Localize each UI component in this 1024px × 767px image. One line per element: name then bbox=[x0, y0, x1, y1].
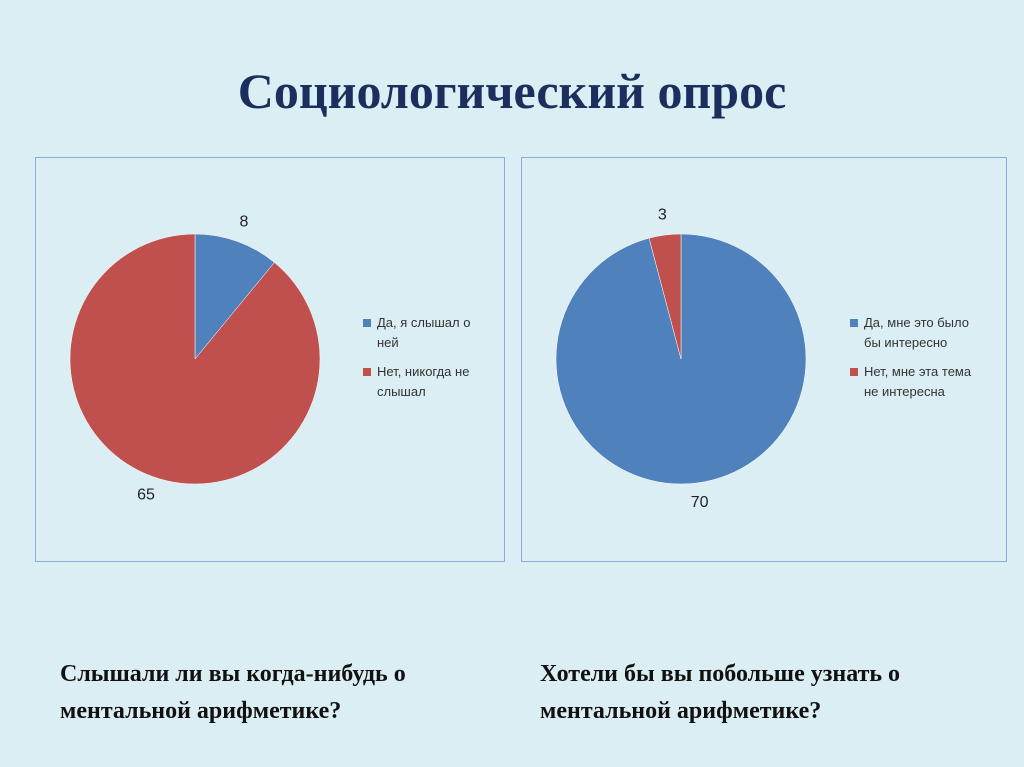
legend: Да, я слышал о ней Нет, никогда не слышал bbox=[363, 313, 493, 411]
pie-slice bbox=[648, 233, 682, 360]
data-label: 3 bbox=[658, 206, 667, 223]
legend-entry: Нет, никогда не слышал bbox=[363, 362, 493, 402]
slide-title: Социологический опрос bbox=[237, 63, 787, 119]
legend-entry: Да, мне это было бы интересно bbox=[850, 313, 980, 353]
legend-swatch bbox=[850, 368, 858, 376]
data-label: 70 bbox=[691, 494, 709, 511]
data-label: 8 bbox=[239, 214, 248, 231]
legend-label: Да, мне это было бы интересно bbox=[864, 315, 969, 350]
legend-entry: Нет, мне эта тема не интересна bbox=[850, 362, 980, 402]
legend-label: Нет, никогда не слышал bbox=[377, 364, 470, 399]
legend-swatch bbox=[363, 368, 371, 376]
legend: Да, мне это было бы интересно Нет, мне эт… bbox=[850, 313, 980, 411]
chart-frame bbox=[521, 157, 1007, 562]
pie-slice bbox=[194, 233, 275, 360]
data-label: 65 bbox=[137, 487, 155, 504]
legend-label: Да, я слышал о ней bbox=[377, 315, 471, 350]
legend-swatch bbox=[850, 319, 858, 327]
legend-swatch bbox=[363, 319, 371, 327]
chart-caption: Слышали ли вы когда-нибудь о ментальной … bbox=[60, 661, 406, 724]
legend-entry: Да, я слышал о ней bbox=[363, 313, 493, 353]
pie-slice bbox=[69, 233, 321, 485]
chart-caption: Хотели бы вы побольше узнать о ментально… bbox=[540, 661, 901, 724]
legend-label: Нет, мне эта тема не интересна bbox=[864, 364, 972, 399]
chart-frame bbox=[35, 157, 505, 562]
